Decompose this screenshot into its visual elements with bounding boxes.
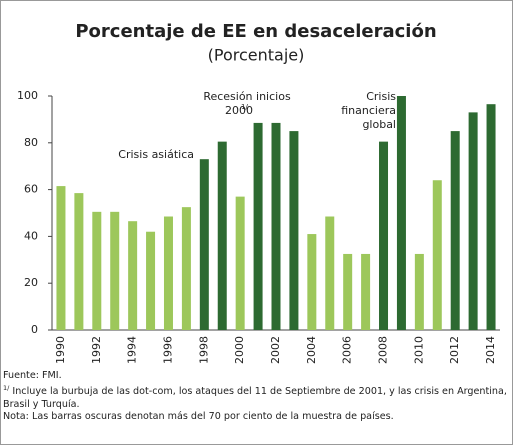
bar [235,196,245,330]
bar [92,211,102,330]
annotation: Recesión inicios [203,90,291,103]
y-tick-label: 40 [24,229,38,242]
x-tick-label: 2014 [484,336,497,364]
bar [432,180,442,330]
y-tick-label: 20 [24,276,38,289]
bar [163,216,173,330]
bar [181,207,191,330]
x-tick-label: 2008 [377,336,390,364]
bar [486,104,496,330]
annotation: Crisis asiática [118,148,194,161]
source: Fuente: FMI. [3,370,62,381]
chart-subtitle: (Porcentaje) [208,46,305,65]
bar [414,253,424,330]
x-tick-label: 2006 [341,336,354,364]
bar [343,253,353,330]
annotation: 2000 [225,104,253,117]
bar [396,96,406,330]
annotation: financiera [341,104,396,117]
x-tick-label: 1996 [161,336,174,364]
notes: Fuente: FMI. 1/ Incluye la burbuja de la… [3,370,508,423]
x-tick-label: 2012 [448,336,461,364]
bar [217,141,227,330]
bar [325,216,335,330]
x-tick-label: 2010 [412,336,425,364]
bar [468,112,478,330]
bar [128,221,138,330]
y-tick-label: 80 [24,136,38,149]
footnote-mark: 1/ [3,384,10,393]
annotation: Crisis [366,90,396,103]
footnote-text: Incluye la burbuja de las dot-com, los a… [3,386,507,410]
note: Nota: Las barras oscuras denotan más del… [3,410,394,422]
x-tick-label: 1994 [126,336,139,364]
y-tick-label: 0 [31,323,38,336]
bar [289,131,299,330]
chart-title: Porcentaje de EE en desaceleración [75,21,436,42]
bar [56,186,66,330]
y-tick-label: 100 [17,89,38,102]
bar [307,234,317,330]
annotation-sup: 1/ [241,103,248,111]
x-tick-label: 2000 [233,336,246,364]
footnote: 1/ Incluye la burbuja de las dot-com, lo… [3,382,508,411]
y-tick-label: 60 [24,183,38,196]
bar [361,253,371,330]
bar [253,122,263,330]
bar [74,193,84,330]
x-tick-label: 1998 [197,336,210,364]
bar [110,211,120,330]
bar [271,122,281,330]
bar [450,131,460,330]
annotation: global [362,118,396,131]
bar [199,159,209,330]
bar [379,141,389,330]
x-tick-label: 2004 [305,336,318,364]
x-tick-label: 1992 [90,336,103,364]
bar [146,231,156,330]
x-tick-label: 1990 [54,336,67,364]
x-tick-label: 2002 [269,336,282,364]
